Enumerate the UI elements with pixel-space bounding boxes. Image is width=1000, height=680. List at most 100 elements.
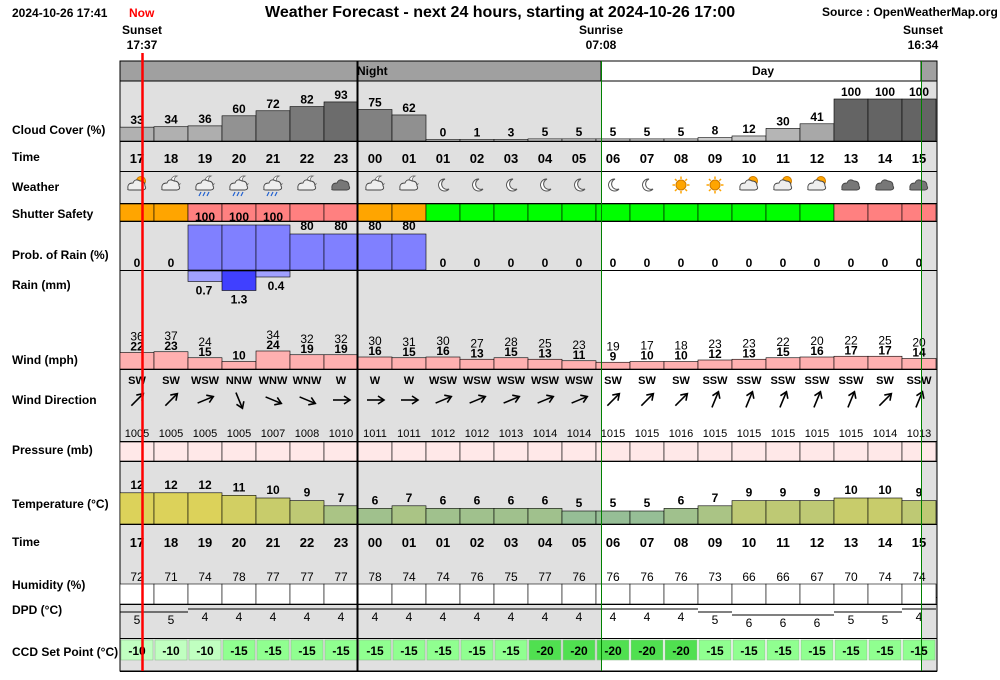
- dpd-value: 5: [168, 613, 175, 627]
- cloud-value: 72: [266, 97, 280, 111]
- time-tick-2: 07: [640, 535, 654, 550]
- wind-arrow-icon: [197, 394, 215, 404]
- dpd-value: 5: [848, 613, 855, 627]
- wind-speed-bar: [323, 354, 359, 370]
- wind-gust-value: 24: [198, 335, 212, 349]
- rain-prob-bar: [255, 224, 291, 271]
- humidity-label: Humidity (%): [12, 578, 86, 592]
- rain-prob-value: 0: [610, 256, 617, 270]
- ccd-cell: [868, 639, 902, 661]
- temperature-bar: [289, 500, 325, 525]
- temperature-value: 5: [610, 496, 617, 510]
- humidity-cell: [221, 583, 257, 605]
- time-tick-2: 01: [402, 535, 416, 550]
- rain-night-icon: [195, 175, 216, 197]
- ccd-value: -20: [638, 644, 656, 658]
- wind-speed-value: 13: [538, 346, 552, 360]
- wind-speed-value: 24: [266, 338, 280, 352]
- ccd-value: -10: [162, 644, 180, 658]
- time-tick: 10: [742, 151, 756, 166]
- page-title: Weather Forecast - next 24 hours, starti…: [265, 4, 736, 21]
- current-datetime: 2024-10-26 17:41: [12, 6, 108, 20]
- temperature-value: 6: [542, 493, 549, 507]
- wind-speed-value: 15: [504, 345, 518, 359]
- ccd-cell: [528, 639, 562, 661]
- wind-speed-bar: [153, 351, 189, 370]
- pressure-value: 1015: [771, 428, 795, 440]
- pressure-value: 1014: [873, 428, 897, 440]
- evening-band: [920, 60, 938, 82]
- wind-speed-bar: [221, 361, 257, 370]
- time-tick: 18: [164, 151, 178, 166]
- ccd-value: -20: [672, 644, 690, 658]
- moon-icon: [642, 178, 654, 192]
- wind-arrow-icon: [401, 395, 420, 405]
- shutter-cell: [663, 203, 699, 222]
- partly-cloudy-day-icon: [739, 176, 759, 191]
- dpd-value: 6: [780, 616, 787, 630]
- ccd-value: -10: [196, 644, 214, 658]
- cloud-value: 100: [875, 85, 895, 99]
- dpd-value: 4: [916, 610, 923, 624]
- humidity-value: 76: [640, 570, 654, 584]
- pressure-value: 1007: [261, 428, 285, 440]
- pressure-cell: [867, 441, 903, 462]
- wind-speed-bar: [425, 356, 461, 370]
- ccd-value: -15: [264, 644, 282, 658]
- time-tick: 19: [198, 151, 212, 166]
- wind-gust-value: 22: [844, 333, 858, 347]
- humidity-value: 66: [776, 570, 790, 584]
- ccd-cell: [120, 639, 154, 661]
- ccd-value: -15: [876, 644, 894, 658]
- wind-gust-value: 34: [266, 328, 280, 342]
- dpd-value: 4: [372, 610, 379, 624]
- rain-prob-value: 100: [195, 210, 215, 224]
- wind-speed-bar: [833, 355, 869, 370]
- temperature-bar: [323, 505, 359, 525]
- humidity-cell: [561, 583, 597, 605]
- temperature-value: 9: [304, 486, 311, 500]
- ccd-value: -15: [774, 644, 792, 658]
- shutter-cell: [697, 203, 733, 222]
- dpd-value: 4: [202, 610, 209, 624]
- partly-cloudy-night-icon: [365, 175, 386, 191]
- wind-speed-bar: [561, 360, 597, 370]
- wind-gust-value: 23: [742, 336, 756, 350]
- temperature-bar: [221, 495, 257, 525]
- shutter-cell: [527, 203, 563, 222]
- time-tick-2: 02: [470, 535, 484, 550]
- rain-probability-label: Prob. of Rain (%): [12, 248, 109, 262]
- shutter-cell: [867, 203, 903, 222]
- dpd-value: 4: [644, 610, 651, 624]
- cloud-value: 82: [300, 93, 314, 107]
- wind-direction-text: SW: [604, 375, 622, 387]
- wind-speed-value: 19: [300, 342, 314, 356]
- temperature-bar: [527, 508, 563, 525]
- wind-speed-bar: [765, 357, 801, 370]
- humidity-value: 73: [708, 570, 722, 584]
- temperature-value: 10: [844, 483, 858, 497]
- wind-speed-value: 12: [708, 347, 722, 361]
- rain-prob-bar: [187, 224, 223, 271]
- humidity-cell: [425, 583, 461, 605]
- shutter-cell: [731, 203, 767, 222]
- time-tick: 03: [504, 151, 518, 166]
- rain-prob-value: 0: [882, 256, 889, 270]
- temperature-value: 5: [644, 496, 651, 510]
- cloud-bar: [799, 123, 835, 142]
- ccd-value: -20: [604, 644, 622, 658]
- rain-amount-value: 0.7: [196, 284, 213, 298]
- humidity-value: 78: [368, 570, 382, 584]
- ccd-value: -15: [400, 644, 418, 658]
- ccd-value: -15: [502, 644, 520, 658]
- night-band-label: Night: [357, 64, 388, 78]
- wind-speed-value: 13: [742, 346, 756, 360]
- cloud-bar: [289, 106, 325, 142]
- cloud-bar: [697, 137, 733, 142]
- pressure-value: 1012: [431, 428, 455, 440]
- sun-icon: [706, 176, 724, 194]
- humidity-cell: [629, 583, 665, 605]
- wind-direction-text: SW: [162, 375, 180, 387]
- cloud-value: 0: [440, 126, 447, 140]
- wind-gust-value: 25: [538, 336, 552, 350]
